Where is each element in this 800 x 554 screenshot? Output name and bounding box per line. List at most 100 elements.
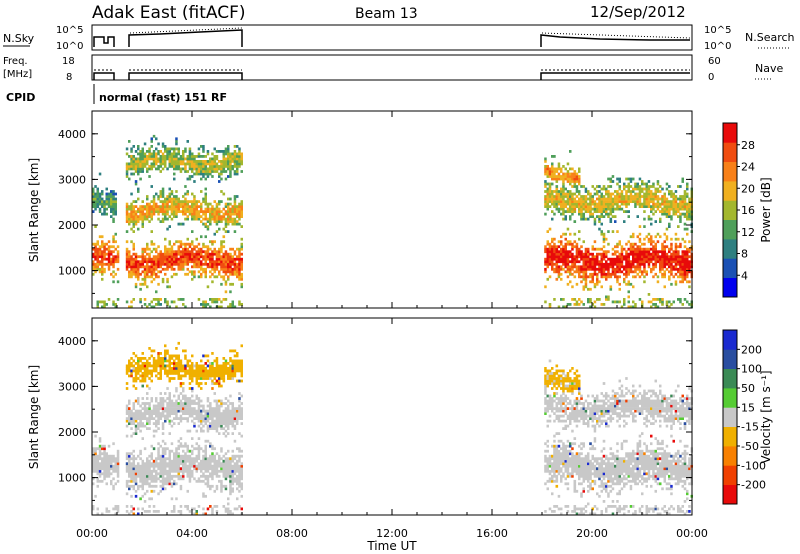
- heatmap-cell: [128, 412, 131, 415]
- heatmap-cell: [589, 215, 592, 218]
- heatmap-cell: [229, 492, 232, 496]
- heatmap-cell: [132, 512, 135, 516]
- heatmap-cell: [177, 222, 180, 226]
- heatmap-cell: [150, 157, 153, 161]
- heatmap-cell: [629, 242, 633, 246]
- heatmap-cell: [611, 215, 615, 218]
- heatmap-cell: [200, 207, 203, 211]
- heatmap-cell: [92, 265, 95, 269]
- heatmap-cell: [560, 265, 563, 269]
- heatmap-cell: [562, 172, 565, 176]
- heatmap-cell: [627, 280, 630, 284]
- heatmap-cell: [177, 474, 180, 478]
- heatmap-cell: [128, 419, 131, 423]
- heatmap-cell: [677, 262, 680, 266]
- heatmap-cell: [580, 205, 583, 208]
- heatmap-cell: [130, 265, 133, 269]
- heatmap-cell: [670, 195, 673, 198]
- heatmap-cell: [681, 260, 684, 264]
- heatmap-cell: [215, 357, 219, 360]
- heatmap-cell: [161, 202, 165, 206]
- heatmap-cell: [200, 247, 203, 251]
- heatmap-cell: [224, 429, 228, 433]
- heatmap-cell: [188, 364, 192, 368]
- heatmap-cell: [560, 202, 563, 206]
- heatmap-cell: [195, 459, 198, 463]
- heatmap-cell: [164, 467, 167, 471]
- heatmap-cell: [204, 414, 207, 418]
- heatmap-cell: [200, 205, 203, 208]
- heatmap-cell: [195, 237, 198, 241]
- heatmap-cell: [148, 404, 151, 408]
- heatmap-cell: [643, 275, 646, 279]
- heatmap-cell: [218, 399, 221, 403]
- heatmap-cell: [544, 190, 547, 193]
- heatmap-cell: [580, 185, 583, 188]
- heatmap-cell: [175, 402, 178, 405]
- heatmap-cell: [215, 409, 219, 413]
- heatmap-cell: [215, 217, 219, 221]
- heatmap-cell: [229, 484, 232, 488]
- heatmap-cell: [616, 182, 619, 186]
- heatmap-cell: [236, 265, 239, 269]
- heatmap-cell: [150, 217, 153, 221]
- heatmap-cell: [654, 210, 657, 213]
- heatmap-cell: [186, 272, 189, 276]
- heatmap-cell: [101, 252, 104, 256]
- heatmap-cell: [132, 210, 135, 213]
- heatmap-cell: [229, 359, 232, 363]
- heatmap-cell: [202, 212, 205, 216]
- heatmap-cell: [575, 250, 579, 254]
- heatmap-cell: [188, 404, 192, 408]
- heatmap-cell: [139, 205, 142, 208]
- heatmap-cell: [587, 260, 590, 264]
- heatmap-cell: [222, 427, 226, 430]
- heatmap-cell: [179, 155, 183, 158]
- heatmap-cell: [224, 507, 228, 511]
- heatmap-cell: [672, 252, 675, 256]
- heatmap-cell: [578, 303, 581, 306]
- heatmap-cell: [200, 429, 203, 433]
- heatmap-cell: [233, 202, 237, 206]
- heatmap-cell: [146, 364, 149, 368]
- heatmap-cell: [213, 252, 216, 256]
- heatmap-cell: [132, 384, 135, 388]
- heatmap-cell: [600, 265, 603, 269]
- heatmap-cell: [211, 454, 214, 458]
- heatmap-cell: [150, 472, 153, 476]
- heatmap-cell: [548, 262, 552, 266]
- heatmap-cell: [155, 255, 158, 259]
- heatmap-cell: [211, 387, 214, 390]
- heatmap-cell: [227, 260, 230, 264]
- heatmap-cell: [161, 472, 165, 476]
- heatmap-cell: [170, 265, 174, 269]
- heatmap-cell: [582, 287, 585, 291]
- heatmap-cell: [683, 212, 687, 216]
- heatmap-cell: [197, 407, 201, 410]
- heatmap-cell: [557, 260, 561, 264]
- heatmap-cell: [202, 407, 205, 410]
- heatmap-cell: [593, 240, 597, 244]
- heatmap-cell: [625, 262, 628, 266]
- heatmap-cell: [551, 245, 554, 249]
- heatmap-cell: [681, 212, 684, 216]
- heatmap-cell: [152, 155, 156, 158]
- heatmap-cell: [197, 437, 201, 440]
- heatmap-cell: [202, 262, 205, 266]
- heatmap-cell: [645, 182, 648, 186]
- heatmap-cell: [152, 479, 156, 483]
- heatmap-cell: [679, 265, 682, 269]
- heatmap-cell: [677, 260, 680, 264]
- heatmap-cell: [647, 215, 651, 218]
- heatmap-cell: [578, 167, 581, 171]
- heatmap-cell: [661, 252, 664, 256]
- heatmap-cell: [175, 215, 178, 218]
- heatmap-cell: [191, 255, 194, 259]
- heatmap-cell: [688, 267, 691, 271]
- heatmap-cell: [629, 200, 633, 203]
- heatmap-cell: [652, 202, 655, 206]
- heatmap-cell: [602, 215, 606, 218]
- heatmap-cell: [222, 265, 226, 269]
- heatmap-cell: [168, 414, 171, 418]
- heatmap-cell: [166, 303, 169, 306]
